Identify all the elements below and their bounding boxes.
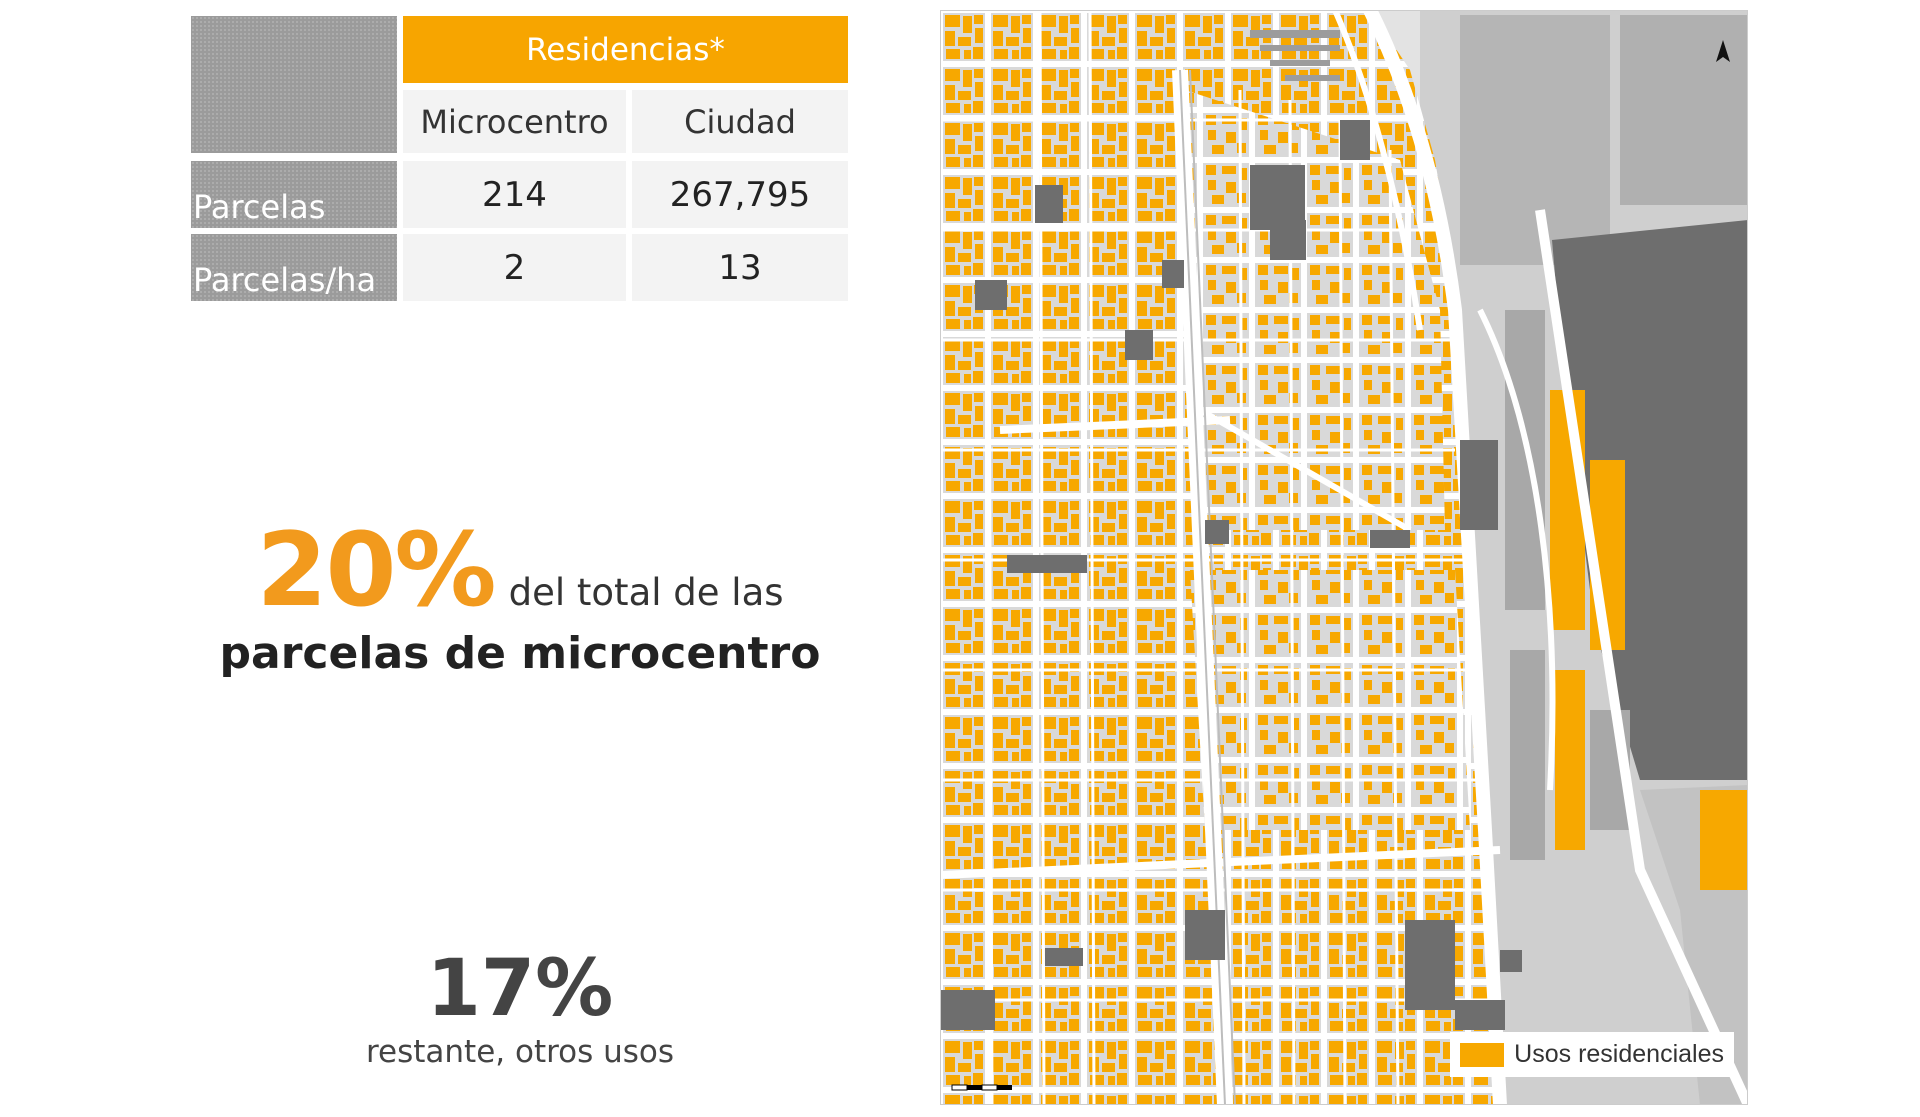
row-label-parcelas-ha: Parcelas/ha — [191, 234, 397, 301]
secondary-stat-text: restante, otros usos — [365, 1034, 675, 1070]
cell-parcelas-microcentro: 214 — [403, 161, 626, 228]
scale-bar — [951, 1084, 1012, 1091]
cell-parcelas-ha-microcentro: 2 — [403, 234, 626, 301]
column-header-ciudad: Ciudad — [632, 90, 848, 153]
primary-stat: 20% del total de las parcelas de microcen… — [200, 520, 840, 680]
cell-parcelas-ha-ciudad: 13 — [632, 234, 848, 301]
primary-stat-text: del total de las — [508, 571, 784, 614]
map-canvas — [940, 10, 1748, 1105]
table-header: Residencias* — [403, 16, 848, 83]
north-arrow-icon — [1716, 40, 1730, 62]
primary-stat-value: 20% — [256, 511, 496, 630]
secondary-stat-value: 17% — [426, 944, 614, 1034]
legend-swatch-residential — [1460, 1042, 1505, 1067]
column-header-microcentro: Microcentro — [403, 90, 626, 153]
map-legend: Usos residenciales — [1450, 1032, 1734, 1077]
land-use-map: Usos residenciales — [940, 10, 1748, 1105]
legend-label: Usos residenciales — [1514, 1040, 1724, 1068]
secondary-stat: 17% restante, otros usos — [200, 950, 840, 1070]
residencias-table: Residencias* Microcentro Ciudad Parcelas… — [191, 16, 848, 301]
cell-parcelas-ciudad: 267,795 — [632, 161, 848, 228]
primary-stat-text-bold: parcelas de microcentro — [219, 628, 821, 679]
row-label-parcelas: Parcelas — [191, 161, 397, 228]
table-corner — [191, 16, 397, 153]
